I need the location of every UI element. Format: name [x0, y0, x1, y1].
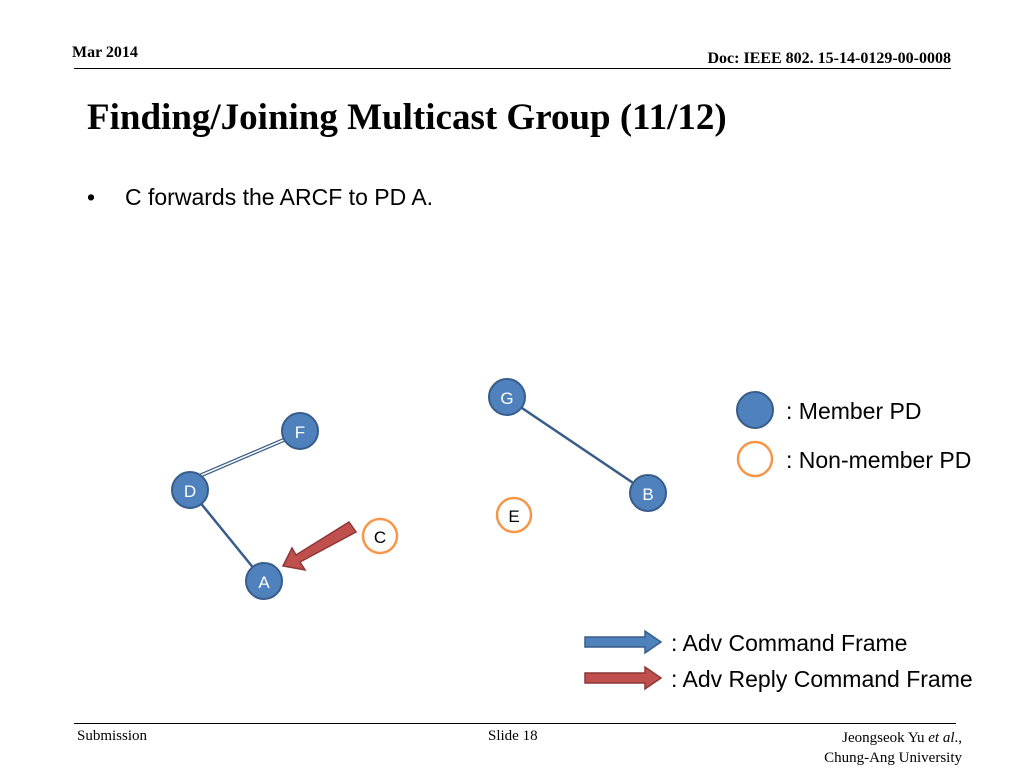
footer-author: Jeongseok Yu et al.,: [824, 728, 962, 748]
bullet-item: • C forwards the ARCF to PD A.: [87, 184, 433, 211]
legend-command-arrow: [584, 629, 663, 655]
footer-author-block: Jeongseok Yu et al., Chung-Ang Universit…: [824, 728, 962, 769]
node-g: G: [488, 378, 526, 416]
link-d-a: [189, 489, 265, 582]
legend-member-symbol: [736, 391, 774, 429]
node-a: A: [245, 562, 283, 600]
legend-non-member-label: : Non-member PD: [786, 447, 972, 473]
footer-slide-number: Slide 18: [488, 728, 538, 744]
slide-title: Finding/Joining Multicast Group (11/12): [87, 97, 727, 138]
node-g-label: G: [500, 389, 513, 408]
node-f: F: [281, 412, 319, 450]
node-e-label: E: [508, 507, 519, 526]
legend-reply-arrow: [584, 665, 663, 691]
footer-author-etal: et al: [928, 730, 955, 746]
legend-non-member-symbol: [736, 440, 774, 478]
footer-author-name: Jeongseok Yu: [842, 730, 929, 746]
footer-submission: Submission: [77, 728, 148, 744]
legend-member-label: : Member PD: [786, 398, 922, 424]
header-date: Mar 2014: [72, 44, 138, 61]
header-doc-id: Doc: IEEE 802. 15-14-0129-00-0008: [707, 50, 951, 67]
node-c-label: C: [374, 528, 386, 547]
bullet-marker: •: [87, 184, 96, 210]
footer-divider: [74, 723, 956, 724]
link-g-b: [506, 396, 649, 495]
node-f-label: F: [295, 423, 305, 442]
node-e: E: [495, 496, 533, 534]
node-c: C: [361, 517, 399, 555]
bullet-text: C forwards the ARCF to PD A.: [125, 184, 434, 210]
node-a-label: A: [258, 573, 270, 592]
link-d-f-highlight: [189, 432, 301, 481]
node-d: D: [171, 471, 209, 509]
header-divider: [74, 68, 951, 69]
footer-author-suffix: .,: [954, 730, 963, 746]
node-b-label: B: [642, 485, 653, 504]
legend-reply-label: : Adv Reply Command Frame: [671, 666, 973, 692]
node-d-label: D: [184, 482, 196, 501]
node-b: B: [629, 474, 667, 512]
footer-affiliation: Chung-Ang University: [824, 750, 962, 767]
legend-command-label: : Adv Command Frame: [671, 630, 908, 656]
reply-arrow-c-to-a: [281, 520, 358, 572]
